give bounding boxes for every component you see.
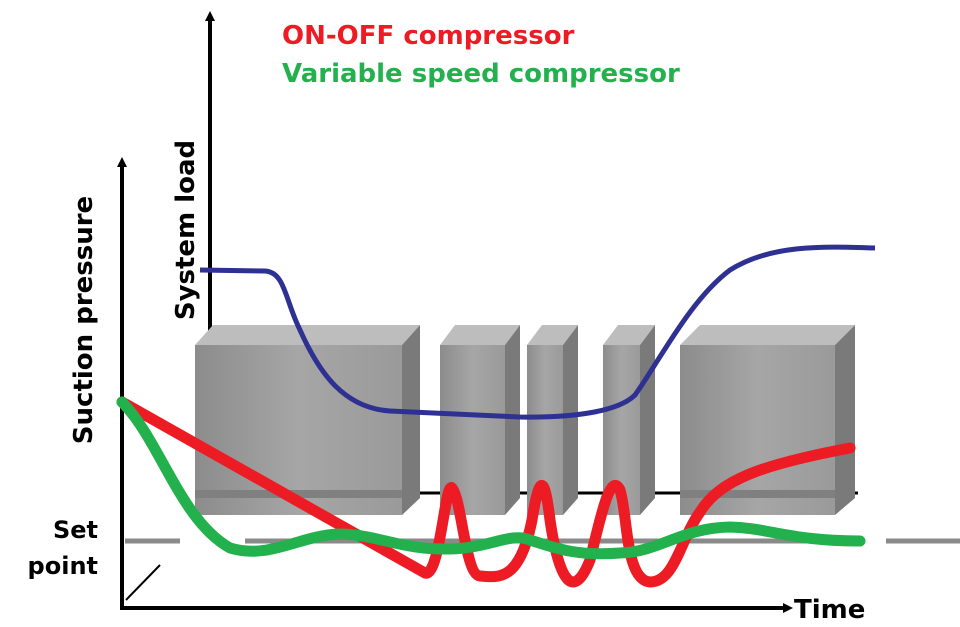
set-point-label: Set [53, 516, 98, 544]
block [527, 325, 578, 515]
system-load-curve [199, 244, 876, 420]
block [195, 325, 420, 515]
on-off-curve [116, 396, 856, 588]
block [680, 325, 855, 515]
block [440, 325, 520, 515]
set-point-label: point [28, 552, 98, 580]
suction-pressure-label: Suction pressure [69, 196, 99, 444]
legend-variable-speed: Variable speed compressor [282, 59, 680, 89]
variable-speed-curve [116, 396, 866, 560]
compressor-blocks [195, 325, 855, 515]
system-load-label: System load [171, 140, 201, 320]
axis-break [125, 564, 161, 601]
time-label: Time [794, 595, 865, 625]
legend-on-off: ON-OFF compressor [282, 21, 575, 51]
